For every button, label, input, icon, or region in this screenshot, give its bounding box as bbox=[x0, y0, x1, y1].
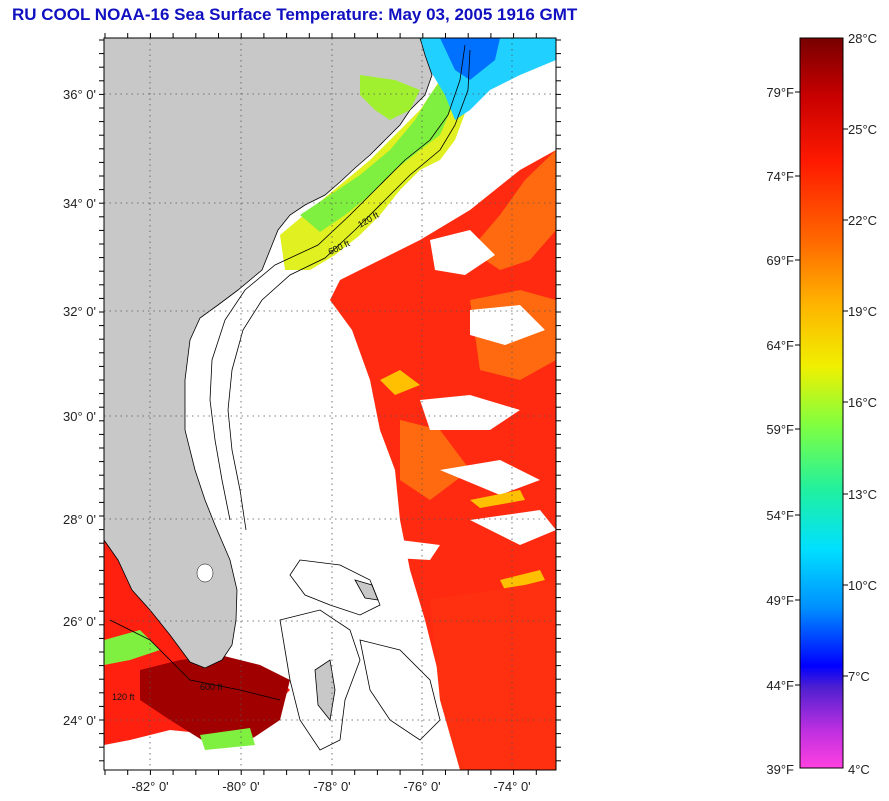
cb-f-74: 74°F bbox=[766, 169, 794, 184]
graticule bbox=[104, 38, 556, 770]
colorbar-fahrenheit-labels: 79°F 74°F 69°F 64°F 59°F 54°F 49°F 44°F … bbox=[766, 85, 794, 777]
lat-label-24: 24° 0' bbox=[63, 713, 96, 728]
cb-f-69: 69°F bbox=[766, 253, 794, 268]
cb-c-25: 25°C bbox=[848, 122, 877, 137]
sst-florida-keys-dark bbox=[140, 655, 290, 745]
map-panel: 120 ft 600 ft 600 ft 120 ft bbox=[104, 38, 556, 770]
lat-label-26: 26° 0' bbox=[63, 614, 96, 629]
cb-f-64: 64°F bbox=[766, 338, 794, 353]
colorbar-ticks bbox=[795, 91, 848, 686]
contour-label-120ft-keys: 120 ft bbox=[112, 692, 135, 702]
lon-label-80: -80° 0' bbox=[222, 779, 259, 794]
cb-c-19: 19°C bbox=[848, 304, 877, 319]
temperature-colorbar bbox=[799, 37, 844, 769]
contour-600ft bbox=[227, 49, 471, 531]
contour-bahamas-banks bbox=[109, 559, 441, 751]
lat-label-34: 34° 0' bbox=[63, 196, 96, 211]
cb-c-28: 28°C bbox=[848, 31, 877, 46]
cb-c-13: 13°C bbox=[848, 487, 877, 502]
cb-f-54: 54°F bbox=[766, 508, 794, 523]
contour-label-600ft-keys: 600 ft bbox=[200, 682, 223, 692]
contour-120ft bbox=[209, 44, 466, 521]
cb-c-16: 16°C bbox=[848, 395, 877, 410]
cb-c-10: 10°C bbox=[848, 578, 877, 593]
cb-f-79: 79°F bbox=[766, 85, 794, 100]
sst-warm-southeast bbox=[430, 580, 556, 770]
lat-label-32: 32° 0' bbox=[63, 304, 96, 319]
land-southeast-us bbox=[104, 38, 433, 669]
lon-label-76: -76° 0' bbox=[403, 779, 440, 794]
cb-f-44: 44°F bbox=[766, 678, 794, 693]
sst-cloud-streaks bbox=[395, 230, 556, 560]
lat-label-30: 30° 0' bbox=[63, 409, 96, 424]
lat-label-36: 36° 0' bbox=[63, 87, 96, 102]
map-title: RU COOL NOAA-16 Sea Surface Temperature:… bbox=[12, 5, 578, 24]
latitude-labels: 36° 0' 34° 0' 32° 0' 30° 0' 28° 0' 26° 0… bbox=[63, 87, 96, 728]
sst-shelf-green bbox=[300, 75, 455, 232]
cb-c-7: 7°C bbox=[848, 669, 870, 684]
cb-f-39: 39°F bbox=[766, 762, 794, 777]
lon-label-74: -74° 0' bbox=[493, 779, 530, 794]
sst-pamlico-sound bbox=[360, 75, 420, 120]
lat-label-28: 28° 0' bbox=[63, 512, 96, 527]
colorbar-celsius-labels: 28°C 25°C 22°C 19°C 16°C 13°C 10°C 7°C 4… bbox=[848, 31, 877, 777]
cb-c-4: 4°C bbox=[848, 762, 870, 777]
cb-f-49: 49°F bbox=[766, 593, 794, 608]
lon-label-82: -82° 0' bbox=[131, 779, 168, 794]
lake-okeechobee bbox=[196, 563, 214, 583]
sst-gulf-cool-patch bbox=[104, 630, 255, 750]
lon-label-78: -78° 0' bbox=[313, 779, 350, 794]
cb-c-22: 22°C bbox=[848, 213, 877, 228]
map-ticks bbox=[99, 33, 561, 775]
sst-cool-streaks bbox=[380, 370, 545, 590]
cb-f-59: 59°F bbox=[766, 422, 794, 437]
longitude-labels: -82° 0' -80° 0' -78° 0' -76° 0' -74° 0' bbox=[131, 779, 530, 794]
sst-northern-blue bbox=[440, 38, 500, 80]
map-frame bbox=[103, 37, 557, 771]
